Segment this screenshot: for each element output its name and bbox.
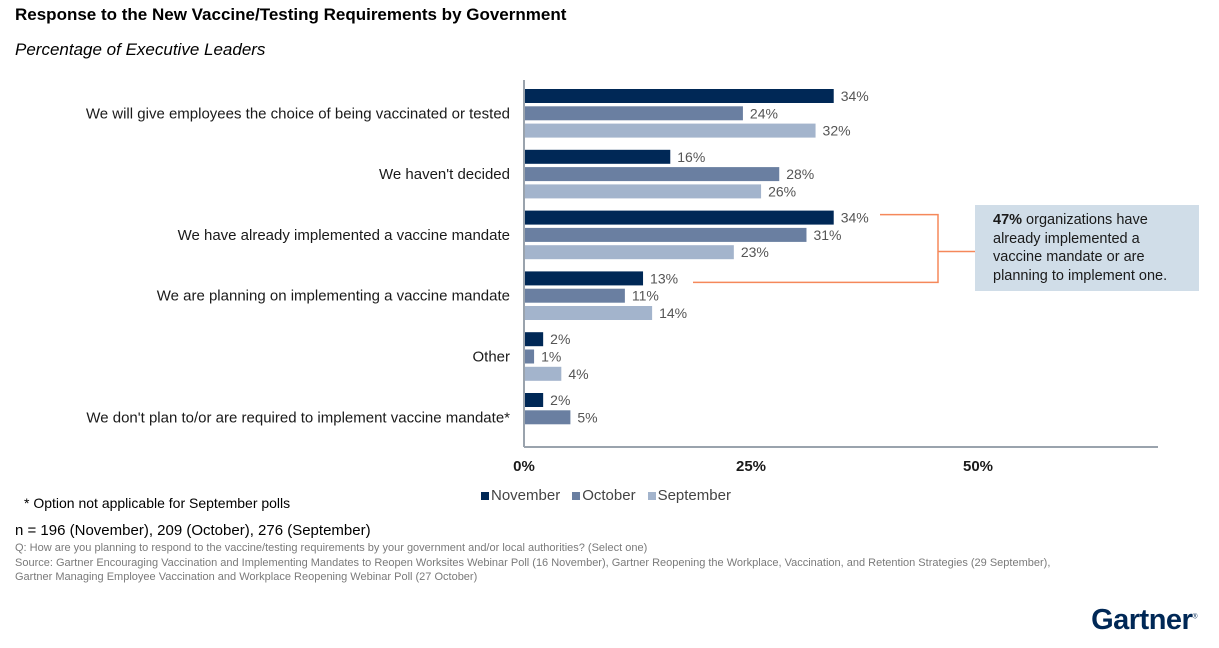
gartner-logo: Gartner® [1091,604,1197,637]
bar-october [525,106,743,121]
data-label: 4% [568,366,588,382]
bar-october [525,349,535,364]
category-label: We haven't decided [379,166,510,183]
bar-october [525,227,807,242]
data-label: 23% [741,244,769,260]
bar-september [525,366,562,381]
bar-september [525,245,734,260]
legend-label: October [582,487,636,504]
bars-group: 0% 25% 50% We will give employees the choic… [86,80,1158,475]
bar-chart: 0% 25% 50% We will give employees the choic… [86,80,1158,475]
callout-box: 47% organizations have already implement… [975,205,1199,291]
chart-subtitle: Percentage of Executive Leaders [15,40,266,59]
chart-title: Response to the New Vaccine/Testing Requ… [15,5,567,24]
legend-item-november: November [481,487,560,504]
bar-september [525,306,653,320]
source-note: Source: Gartner Encouraging Vaccination … [15,557,1051,583]
bar-november [525,89,834,103]
data-label: 31% [813,227,841,243]
data-label: 11% [632,288,659,304]
bar-october [525,410,571,425]
legend-label: September [657,487,731,504]
data-label: 16% [677,149,705,165]
callout-highlight: 47% [993,212,1023,228]
bar-september [525,184,762,199]
bar-september [525,123,816,138]
footnote: * Option not applicable for September po… [24,495,291,511]
category-label: We have already implemented a vaccine ma… [178,227,510,244]
category-label: We will give employees the choice of bei… [86,105,510,122]
bar-november [525,271,644,286]
data-label: 5% [577,409,597,425]
x-tick-label: 0% [513,458,535,475]
data-label: 2% [550,331,570,347]
data-label: 34% [841,210,869,226]
data-label: 1% [541,349,561,365]
data-label: 34% [841,88,869,104]
bar-october [525,288,625,303]
sample-size: n = 196 (November), 209 (October), 276 (… [15,522,371,539]
data-label: 28% [786,166,814,182]
data-label: 24% [750,105,778,121]
callout-text: organizations have already implemented a… [993,212,1168,284]
bar-november [525,393,544,407]
data-label: 14% [659,305,687,321]
bracket-line [693,213,939,284]
logo-registered-mark: ® [1192,613,1197,621]
callout-connector [693,213,975,284]
data-label: 32% [823,123,851,139]
legend-label: November [491,487,561,504]
bar-november [525,149,671,164]
x-tick-label: 50% [963,458,993,475]
x-tick-label: 25% [736,458,766,475]
legend-item-september: September [647,487,731,504]
legend-swatch-october [572,491,581,500]
category-label: We don't plan to/or are required to impl… [86,409,510,426]
bar-november [525,332,544,347]
legend-item-october: October [572,487,636,504]
data-label: 26% [768,183,796,199]
data-label: 2% [550,392,570,408]
survey-question: Q: How are you planning to respond to th… [15,542,648,554]
logo-text: Gartner [1091,604,1193,636]
legend-swatch-september [647,491,656,500]
bar-october [525,167,780,182]
data-label: 13% [650,270,678,286]
category-label: Other [472,349,510,366]
legend: November October September [481,487,731,504]
bar-november [525,210,834,225]
legend-swatch-november [481,491,489,500]
category-label: We are planning on implementing a vaccin… [157,288,510,305]
